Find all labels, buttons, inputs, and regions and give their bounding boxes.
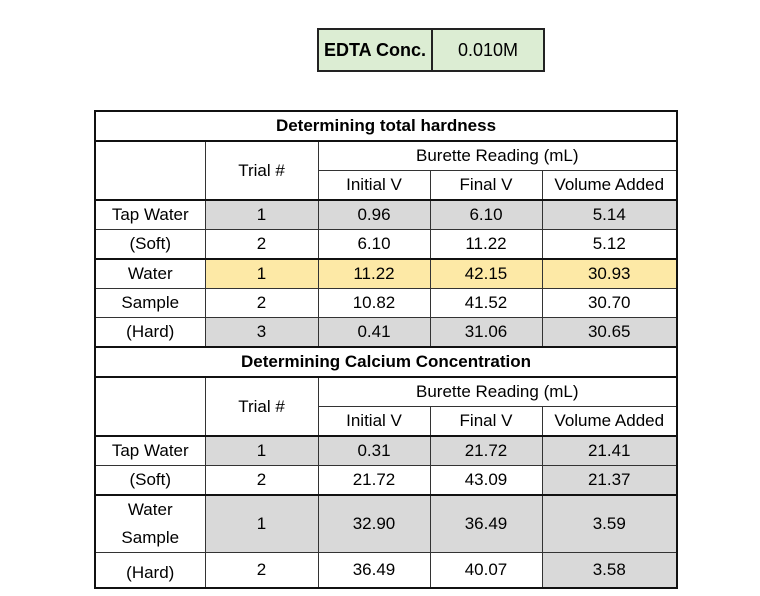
group-label: Water Sample (94, 494, 206, 553)
initial-cell: 10.82 (317, 288, 431, 318)
trial-cell: 2 (204, 552, 319, 589)
final-cell: 31.06 (429, 317, 543, 348)
initial-cell: 6.10 (317, 229, 431, 260)
initial-cell: 0.31 (317, 435, 431, 466)
initial-cell: 21.72 (317, 465, 431, 496)
group-label: Tap Water (94, 199, 206, 230)
section1-title: Determining total hardness (94, 110, 678, 142)
final-cell: 6.10 (429, 199, 543, 230)
initial-header: Initial V (317, 406, 431, 437)
volume-cell: 30.65 (541, 317, 678, 348)
table-row: Water 1 11.22 42.15 30.93 (94, 258, 678, 289)
table-row: Tap Water 1 0.31 21.72 21.41 (94, 435, 678, 466)
final-cell: 43.09 (429, 465, 543, 496)
group-label: (Soft) (94, 465, 206, 496)
volume-cell: 21.41 (541, 435, 678, 466)
final-cell: 21.72 (429, 435, 543, 466)
group-label-line: Water (127, 500, 173, 519)
final-header: Final V (429, 406, 543, 437)
initial-cell: 11.22 (317, 258, 431, 289)
edta-label: EDTA Conc. (317, 28, 433, 72)
table-row: (Soft) 2 21.72 43.09 21.37 (94, 465, 678, 496)
final-cell: 41.52 (429, 288, 543, 318)
trial-cell: 1 (204, 258, 319, 289)
initial-cell: 0.41 (317, 317, 431, 348)
trial-header: Trial # (204, 140, 319, 201)
final-cell: 42.15 (429, 258, 543, 289)
initial-cell: 32.90 (317, 494, 431, 553)
final-cell: 40.07 (429, 552, 543, 589)
table-row: (Hard) 2 36.49 40.07 3.58 (94, 552, 678, 589)
table-row: Sample 2 10.82 41.52 30.70 (94, 288, 678, 318)
group-label: (Soft) (94, 229, 206, 260)
edta-value: 0.010M (431, 28, 545, 72)
table-row: Tap Water 1 0.96 6.10 5.14 (94, 199, 678, 230)
group-label: (Hard) (94, 317, 206, 348)
burette-header: Burette Reading (mL) (317, 140, 678, 171)
trial-cell: 2 (204, 465, 319, 496)
group-label: Water (94, 258, 206, 289)
volume-cell: 3.59 (541, 494, 678, 553)
trial-cell: 1 (204, 435, 319, 466)
trial-cell: 2 (204, 288, 319, 318)
volume-cell: 30.70 (541, 288, 678, 318)
table-row: Water Sample 1 32.90 36.49 3.59 (94, 494, 678, 553)
header-blank (94, 140, 206, 201)
initial-cell: 0.96 (317, 199, 431, 230)
group-label: Sample (94, 288, 206, 318)
trial-cell: 2 (204, 229, 319, 260)
table-row: (Soft) 2 6.10 11.22 5.12 (94, 229, 678, 260)
edta-concentration-box: EDTA Conc. 0.010M (317, 28, 545, 72)
volume-header: Volume Added (541, 406, 678, 437)
trial-cell: 1 (204, 199, 319, 230)
volume-cell: 5.14 (541, 199, 678, 230)
trial-cell: 3 (204, 317, 319, 348)
volume-cell: 3.58 (541, 552, 678, 589)
group-label-line: Sample (121, 528, 180, 547)
group-label: (Hard) (94, 552, 206, 589)
volume-header: Volume Added (541, 170, 678, 201)
final-cell: 11.22 (429, 229, 543, 260)
volume-cell: 5.12 (541, 229, 678, 260)
volume-cell: 21.37 (541, 465, 678, 496)
titration-table: Determining total hardness Trial # Buret… (94, 110, 678, 589)
group-label: Tap Water (94, 435, 206, 466)
initial-header: Initial V (317, 170, 431, 201)
burette-header: Burette Reading (mL) (317, 376, 678, 407)
final-cell: 36.49 (429, 494, 543, 553)
header-blank (94, 376, 206, 437)
initial-cell: 36.49 (317, 552, 431, 589)
section2-title: Determining Calcium Concentration (94, 346, 678, 378)
trial-cell: 1 (204, 494, 319, 553)
final-header: Final V (429, 170, 543, 201)
trial-header: Trial # (204, 376, 319, 437)
table-row: (Hard) 3 0.41 31.06 30.65 (94, 317, 678, 348)
volume-cell: 30.93 (541, 258, 678, 289)
